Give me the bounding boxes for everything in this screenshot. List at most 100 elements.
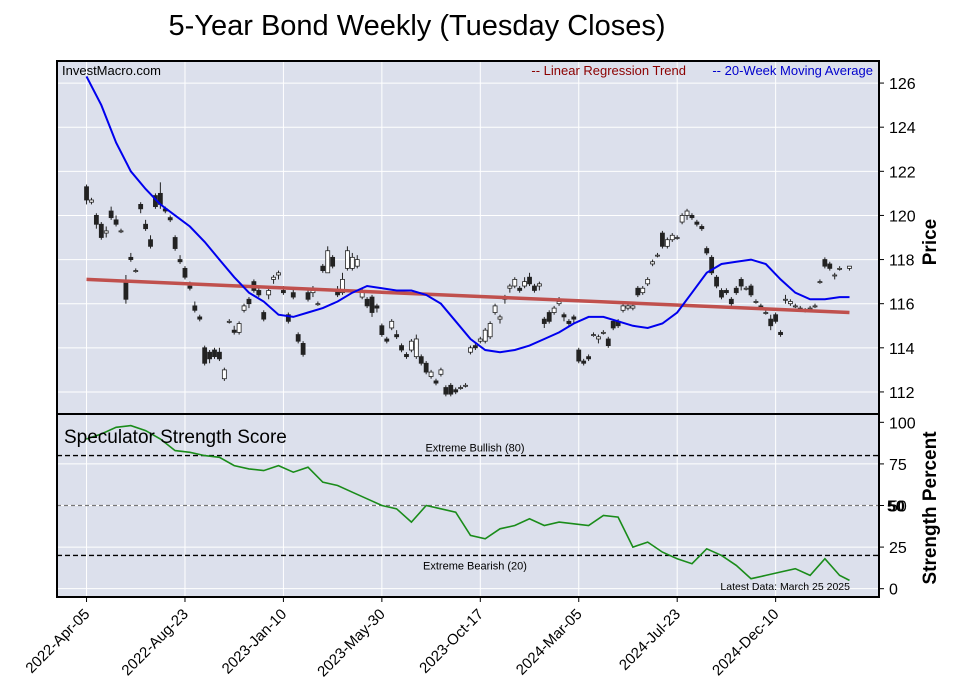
candle-body bbox=[812, 305, 818, 308]
candle-body bbox=[694, 221, 700, 225]
extreme-bullish-label: Extreme Bullish (80) bbox=[425, 443, 524, 455]
candlestick bbox=[832, 272, 838, 280]
candlestick bbox=[571, 314, 577, 324]
candle-body bbox=[827, 263, 833, 269]
candlestick bbox=[305, 290, 311, 302]
price-panel: 112 114 116 118 120 122 124 126 bbox=[56, 60, 916, 415]
candlestick bbox=[108, 206, 114, 220]
candlestick bbox=[714, 275, 719, 289]
candle-body bbox=[404, 354, 409, 358]
candle-body bbox=[581, 360, 587, 364]
candlestick bbox=[413, 334, 419, 359]
candle-body bbox=[128, 256, 134, 260]
candle-body bbox=[724, 290, 729, 294]
candle-body bbox=[281, 290, 286, 294]
candlestick bbox=[256, 288, 262, 298]
candle-body bbox=[733, 287, 739, 294]
candle-body bbox=[418, 356, 424, 364]
candle-body bbox=[93, 215, 99, 225]
candlestick bbox=[763, 310, 769, 315]
candle-body bbox=[792, 305, 798, 308]
candle-body bbox=[315, 303, 321, 306]
candlestick bbox=[827, 261, 833, 271]
candlestick bbox=[113, 215, 119, 227]
candle-body bbox=[172, 237, 178, 249]
candlestick bbox=[635, 286, 641, 298]
candle-body bbox=[300, 342, 306, 355]
candle-body bbox=[497, 316, 503, 320]
candle-body bbox=[556, 301, 562, 305]
score-tick-label: 50 bbox=[889, 499, 907, 516]
candlestick bbox=[728, 297, 734, 306]
candlestick bbox=[576, 347, 582, 364]
candlestick bbox=[217, 347, 222, 362]
candle-body bbox=[783, 298, 788, 301]
candlestick bbox=[236, 321, 242, 335]
x-tick-label: 2024-Mar-05 bbox=[513, 606, 586, 679]
candle-body bbox=[817, 281, 823, 284]
candlestick bbox=[138, 202, 144, 214]
candle-body bbox=[605, 338, 611, 347]
price-tick-label: 122 bbox=[889, 164, 916, 181]
candle-body bbox=[630, 305, 636, 309]
candlestick bbox=[212, 347, 217, 359]
candlestick bbox=[443, 385, 449, 397]
candlestick bbox=[354, 255, 360, 269]
candle-body bbox=[187, 285, 193, 289]
candle-body bbox=[773, 314, 779, 322]
candlestick bbox=[551, 305, 557, 315]
candle-body bbox=[714, 276, 719, 287]
candlestick bbox=[768, 314, 774, 331]
candle-body bbox=[197, 316, 203, 320]
candlestick bbox=[733, 286, 739, 295]
candle-body bbox=[837, 267, 843, 270]
candle-body bbox=[295, 334, 301, 342]
candlestick bbox=[226, 319, 232, 324]
candlestick bbox=[532, 283, 537, 293]
score-line bbox=[86, 424, 850, 582]
score-panel-border bbox=[56, 413, 880, 598]
candlestick bbox=[522, 277, 528, 289]
candlestick bbox=[330, 255, 336, 269]
candle-body bbox=[285, 314, 291, 322]
candle-body bbox=[364, 298, 370, 307]
candlestick bbox=[620, 303, 626, 313]
candlestick bbox=[660, 230, 665, 249]
candlestick bbox=[128, 252, 134, 262]
candle-body bbox=[256, 290, 262, 296]
price-tick-label: 120 bbox=[889, 208, 916, 225]
candle-body bbox=[527, 276, 532, 285]
candlestick bbox=[433, 378, 439, 386]
candle-body bbox=[743, 287, 749, 290]
candle-body bbox=[89, 199, 94, 203]
candle-body bbox=[738, 279, 744, 287]
candle-body bbox=[98, 223, 104, 238]
candle-body bbox=[428, 371, 434, 377]
candle-body bbox=[561, 314, 567, 318]
candle-body bbox=[202, 347, 208, 364]
candlestick bbox=[625, 303, 631, 311]
candle-body bbox=[699, 226, 705, 230]
candlestick bbox=[664, 237, 670, 249]
chart-labels: InvestMacro.com -- Linear Regression Tren… bbox=[62, 63, 941, 593]
candle-body bbox=[507, 285, 513, 289]
candlestick bbox=[384, 336, 390, 344]
candle-body bbox=[586, 356, 591, 360]
candle-body bbox=[379, 325, 385, 335]
candlestick bbox=[271, 275, 276, 284]
candle-body bbox=[384, 338, 390, 342]
moving-average-line bbox=[85, 75, 850, 354]
price-tick-label: 126 bbox=[889, 76, 916, 93]
candlestick bbox=[610, 319, 616, 331]
candlestick bbox=[743, 286, 749, 291]
candle-body bbox=[728, 298, 734, 305]
candlestick bbox=[103, 226, 109, 238]
candlestick bbox=[596, 334, 601, 344]
candle-body bbox=[133, 270, 139, 272]
score-tick-label: 100 bbox=[889, 415, 916, 432]
candle-body bbox=[266, 290, 272, 296]
candle-body bbox=[113, 219, 119, 225]
candle-body bbox=[660, 232, 665, 247]
candlestick bbox=[472, 343, 478, 351]
candlestick bbox=[773, 312, 779, 324]
